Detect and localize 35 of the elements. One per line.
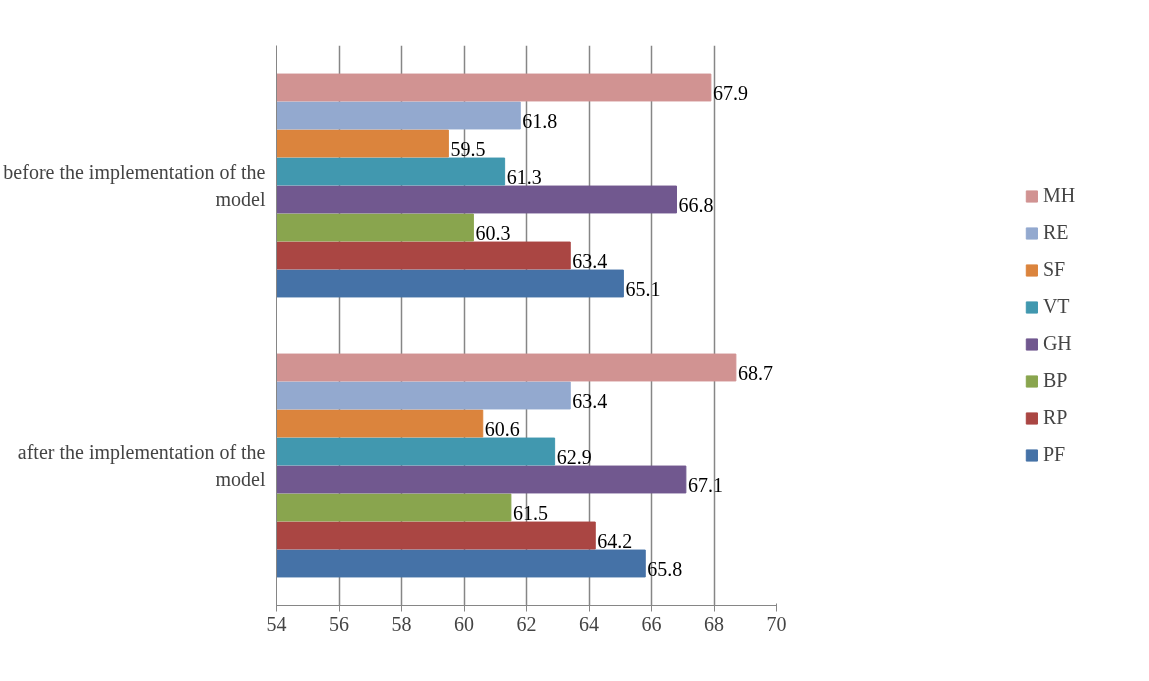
x-tick-label: 58 — [391, 612, 412, 635]
data-label: 65.8 — [647, 557, 683, 580]
data-label: 61.3 — [506, 165, 542, 188]
legend-label: PF — [1042, 443, 1066, 466]
legend-label: RE — [1042, 221, 1069, 244]
data-label: 67.9 — [712, 81, 748, 104]
x-tick-label: 60 — [454, 612, 474, 635]
legend-label: RP — [1042, 406, 1068, 429]
data-label: 59.5 — [450, 137, 486, 160]
y-tick-label: after the implementation of the model — [17, 441, 266, 490]
data-label: 65.1 — [625, 277, 661, 300]
data-label: 63.4 — [572, 249, 608, 272]
x-tick-label: 70 — [766, 612, 787, 635]
legend-label: GH — [1042, 332, 1072, 355]
x-tick-label: 66 — [641, 612, 662, 635]
legend-label: SF — [1042, 258, 1066, 281]
data-label: 68.7 — [737, 361, 773, 384]
legend-label: VT — [1042, 295, 1070, 318]
x-tick-label: 56 — [329, 612, 349, 635]
data-label: 64.2 — [597, 529, 633, 552]
y-tick-label: before the implementation of the model — [3, 161, 266, 210]
data-label: 60.3 — [475, 221, 511, 244]
data-label: 61.5 — [512, 501, 548, 524]
data-label: 62.9 — [556, 445, 592, 468]
data-label: 63.4 — [572, 389, 608, 412]
x-tick-label: 68 — [704, 612, 724, 635]
data-label: 61.8 — [522, 109, 558, 132]
data-label: 60.6 — [484, 417, 520, 440]
data-label: 66.8 — [678, 193, 714, 216]
x-tick-label: 54 — [266, 612, 287, 635]
x-tick-label: 62 — [516, 612, 537, 635]
x-tick-label: 64 — [579, 612, 599, 635]
legend-label: BP — [1042, 369, 1068, 392]
data-label: 67.1 — [687, 473, 723, 496]
legend-label: MH — [1042, 184, 1076, 207]
